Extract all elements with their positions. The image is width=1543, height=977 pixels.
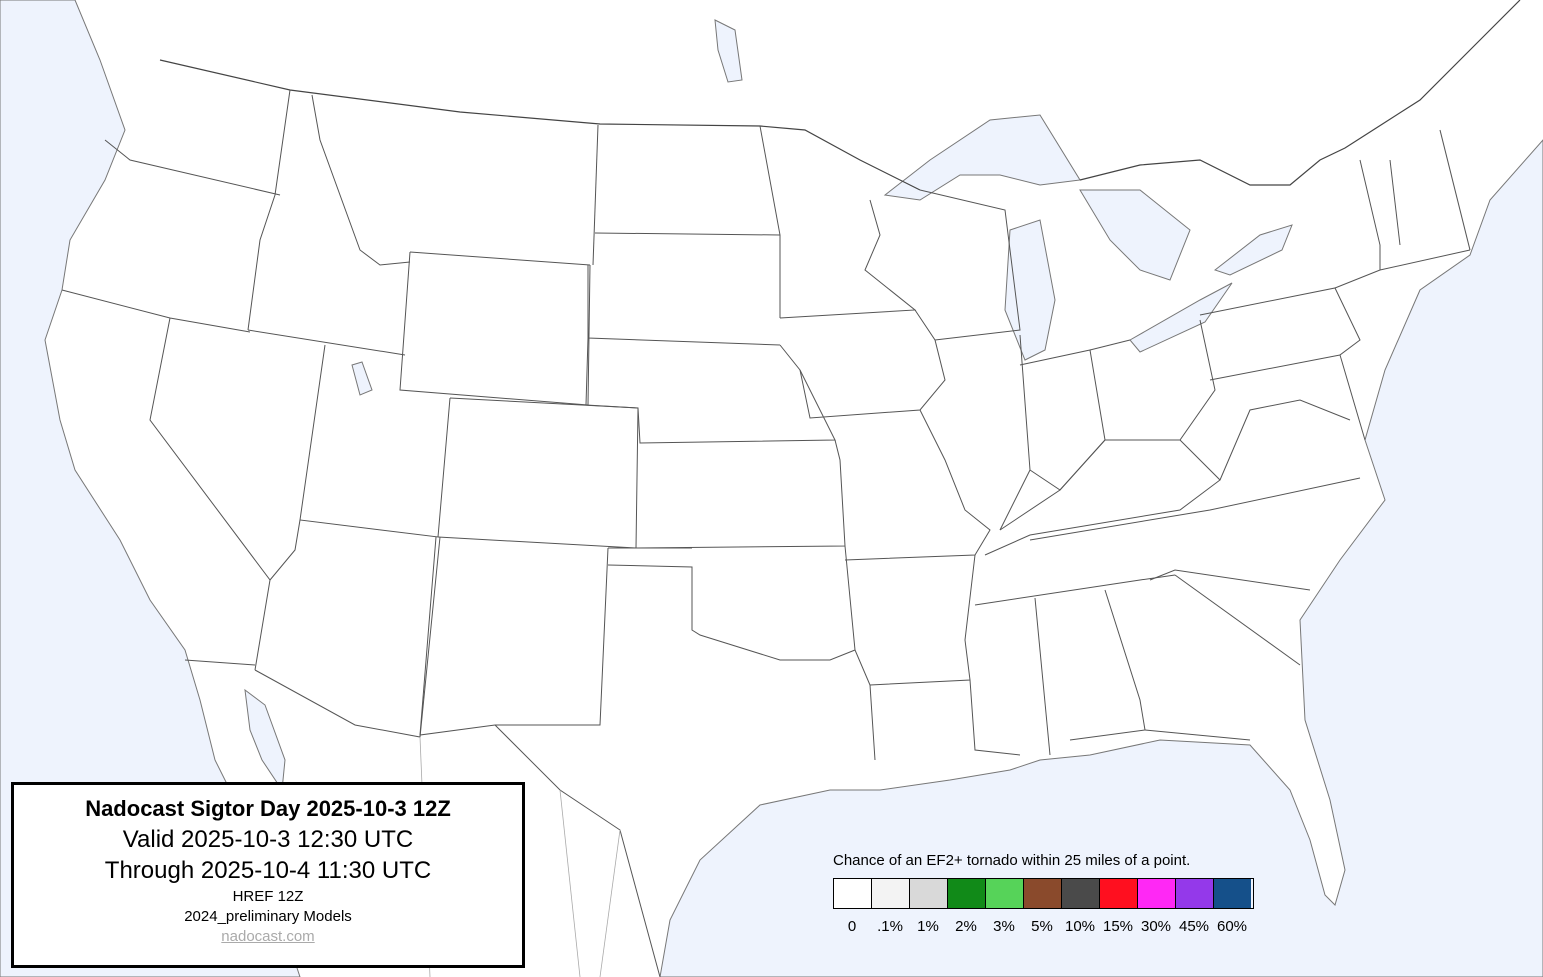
state-border xyxy=(919,189,1021,341)
lake-michigan xyxy=(1004,219,1056,361)
lake-winnipeg xyxy=(714,19,743,83)
state-border xyxy=(437,397,639,549)
state-border xyxy=(1199,287,1366,441)
legend-label: 1% xyxy=(917,918,939,935)
legend-swatch xyxy=(1024,879,1062,908)
state-border xyxy=(494,724,661,977)
title-box: Nadocast Sigtor Day 2025-10-3 12Z Valid … xyxy=(11,782,525,968)
legend-label: 2% xyxy=(955,918,977,935)
state-border xyxy=(974,574,1176,606)
state-border xyxy=(799,309,946,419)
gulf-and-atlantic xyxy=(659,139,1543,977)
state-border xyxy=(1209,354,1341,381)
state-border xyxy=(1105,319,1216,441)
legend-label: 5% xyxy=(1031,918,1053,935)
state-border xyxy=(409,251,591,266)
map-title: Nadocast Sigtor Day 2025-10-3 12Z xyxy=(85,796,451,821)
probability-legend: Chance of an EF2+ tornado within 25 mile… xyxy=(833,852,1254,935)
state-border xyxy=(1149,569,1311,591)
legend-label: .1% xyxy=(877,918,903,935)
legend-swatch xyxy=(1214,879,1251,908)
state-border xyxy=(311,94,411,266)
models-label: 2024_preliminary Models xyxy=(184,908,352,925)
state-border xyxy=(1144,729,1251,741)
state-border xyxy=(844,545,876,761)
state-border xyxy=(969,679,1021,756)
state-border xyxy=(254,536,441,738)
state-border xyxy=(1334,159,1381,289)
state-border xyxy=(984,439,1221,556)
state-border xyxy=(149,317,271,671)
legend-swatch xyxy=(910,879,948,908)
state-border xyxy=(104,139,281,196)
state-border xyxy=(1389,159,1401,246)
legend-label: 45% xyxy=(1178,918,1210,935)
state-border xyxy=(1034,597,1051,756)
state-border xyxy=(779,199,917,319)
lake-ontario xyxy=(1213,224,1293,276)
legend-title: Chance of an EF2+ tornado within 25 mile… xyxy=(833,852,1191,869)
legend-label: 3% xyxy=(993,918,1015,935)
state-border xyxy=(1029,477,1361,541)
great-salt-lake xyxy=(351,361,373,396)
lake-erie xyxy=(1129,282,1233,353)
state-border xyxy=(599,829,621,977)
legend-swatch xyxy=(1100,879,1138,908)
state-border xyxy=(247,329,406,356)
state-border xyxy=(269,519,301,581)
state-border xyxy=(1379,249,1471,271)
state-border xyxy=(844,409,991,561)
state-border xyxy=(1069,589,1146,741)
legend-swatch xyxy=(834,879,872,908)
valid-time: Valid 2025-10-3 12:30 UTC xyxy=(122,826,414,853)
legend-swatch xyxy=(1062,879,1100,908)
legend-swatch xyxy=(986,879,1024,908)
nadocast-link[interactable]: nadocast.com xyxy=(221,928,315,945)
state-border xyxy=(1174,574,1301,666)
state-border xyxy=(559,789,581,977)
state-border xyxy=(1219,399,1351,481)
state-border xyxy=(999,439,1106,531)
through-time: Through 2025-10-4 11:30 UTC xyxy=(104,857,432,884)
international-border xyxy=(159,59,921,191)
state-border xyxy=(299,344,451,538)
state-border xyxy=(1439,129,1471,251)
legend-swatch xyxy=(872,879,910,908)
state-border xyxy=(594,232,781,236)
state-border xyxy=(399,251,591,406)
state-border xyxy=(247,89,291,331)
legend-label: 60% xyxy=(1216,918,1248,935)
state-border xyxy=(759,125,781,318)
state-border xyxy=(869,554,976,686)
international-border xyxy=(1079,0,1521,186)
legend-label: 0 xyxy=(847,918,857,935)
legend-label: 30% xyxy=(1140,918,1172,935)
state-border xyxy=(592,124,599,266)
legend-label: 10% xyxy=(1064,918,1096,935)
legend-label: 15% xyxy=(1102,918,1134,935)
legend-swatches xyxy=(833,878,1254,909)
legend-swatch xyxy=(1176,879,1214,908)
lake-huron xyxy=(1079,189,1191,281)
state-borders xyxy=(61,0,1521,977)
state-border xyxy=(184,659,256,666)
model-run: HREF 12Z xyxy=(232,888,304,905)
legend-labels: 0 .1% 1% 2% 3% 5% 10% 15% 30% 45% 60% xyxy=(833,918,1254,935)
state-border xyxy=(1089,339,1131,351)
legend-swatch xyxy=(1138,879,1176,908)
lake-superior xyxy=(883,114,1081,201)
state-border xyxy=(635,439,846,549)
state-border xyxy=(607,564,856,661)
legend-swatch xyxy=(948,879,986,908)
